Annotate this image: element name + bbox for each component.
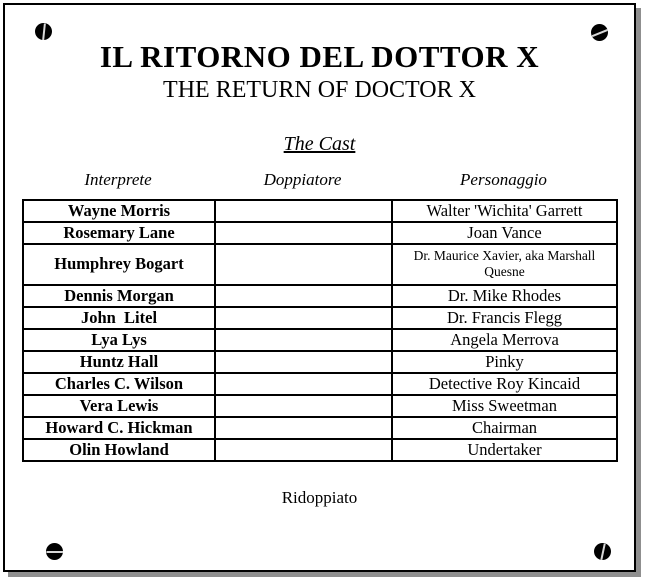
cell-interprete: John Litel <box>22 305 216 330</box>
cell-personaggio: Pinky <box>391 349 618 374</box>
table-row: Huntz Hall Pinky <box>22 349 618 374</box>
cell-personaggio: Angela Merrova <box>391 327 618 352</box>
cell-interprete: Lya Lys <box>22 327 216 352</box>
cell-doppiatore <box>214 371 393 396</box>
cell-interprete: Dennis Morgan <box>22 283 216 308</box>
cell-personaggio: Detective Roy Kincaid <box>391 371 618 396</box>
table-row: Rosemary Lane Joan Vance <box>22 220 618 245</box>
cell-interprete: Olin Howland <box>22 437 216 462</box>
screw-slot <box>46 550 63 553</box>
cell-personaggio: Dr. Francis Flegg <box>391 305 618 330</box>
table-row: Wayne Morris Walter 'Wichita' Garrett <box>22 198 618 223</box>
cell-doppiatore <box>214 393 393 418</box>
cell-doppiatore <box>214 349 393 374</box>
cell-doppiatore <box>214 283 393 308</box>
screw-icon <box>594 543 611 560</box>
table-column-headers: Interprete Doppiatore Personaggio <box>22 170 634 190</box>
table-row: Olin Howland Undertaker <box>22 437 618 462</box>
cell-interprete: Huntz Hall <box>22 349 216 374</box>
screw-icon <box>35 23 52 40</box>
page-subtitle: THE RETURN OF DOCTOR X <box>163 76 476 103</box>
cell-interprete: Humphrey Bogart <box>22 242 216 286</box>
table-row: John Litel Dr. Francis Flegg <box>22 305 618 330</box>
cell-interprete: Rosemary Lane <box>22 220 216 245</box>
cell-doppiatore <box>214 327 393 352</box>
cell-personaggio: Undertaker <box>391 437 618 462</box>
cell-doppiatore <box>214 305 393 330</box>
cell-interprete: Charles C. Wilson <box>22 371 216 396</box>
cell-interprete: Wayne Morris <box>22 198 216 223</box>
column-header-interprete: Interprete <box>84 169 152 189</box>
framed-panel: IL RITORNO DEL DOTTOR X THE RETURN OF DO… <box>3 3 636 572</box>
cell-doppiatore <box>214 415 393 440</box>
column-header-doppiatore: Doppiatore <box>263 169 342 189</box>
screw-icon <box>591 24 608 41</box>
table-row: Vera Lewis Miss Sweetman <box>22 393 618 418</box>
cell-personaggio: Dr. Mike Rhodes <box>391 283 618 308</box>
cell-personaggio: Chairman <box>391 415 618 440</box>
page-title: IL RITORNO DEL DOTTOR X <box>99 39 540 74</box>
cell-doppiatore <box>214 220 393 245</box>
cast-table: Wayne Morris Walter 'Wichita' Garrett Rose… <box>22 198 618 462</box>
column-header-personaggio: Personaggio <box>460 169 547 189</box>
table-row: Humphrey Bogart Dr. Maurice Xavier, aka M… <box>22 242 618 286</box>
table-row: Lya Lys Angela Merrova <box>22 327 618 352</box>
footer-note: Ridoppiato <box>281 487 358 507</box>
cell-interprete: Howard C. Hickman <box>22 415 216 440</box>
cell-personaggio: Miss Sweetman <box>391 393 618 418</box>
cell-personaggio: Walter 'Wichita' Garrett <box>391 198 618 223</box>
cell-doppiatore <box>214 437 393 462</box>
table-row: Howard C. Hickman Chairman <box>22 415 618 440</box>
table-row: Charles C. Wilson Detective Roy Kincaid <box>22 371 618 396</box>
screw-icon <box>46 543 63 560</box>
cell-personaggio: Joan Vance <box>391 220 618 245</box>
screw-slot <box>599 543 606 560</box>
cell-doppiatore <box>214 242 393 286</box>
cell-interprete: Vera Lewis <box>22 393 216 418</box>
screw-slot <box>591 28 608 37</box>
table-row: Dennis Morgan Dr. Mike Rhodes <box>22 283 618 308</box>
cell-personaggio: Dr. Maurice Xavier, aka Marshall Quesne <box>391 242 618 286</box>
cell-doppiatore <box>214 198 393 223</box>
screw-slot <box>41 23 46 40</box>
section-heading: The Cast <box>283 132 356 155</box>
